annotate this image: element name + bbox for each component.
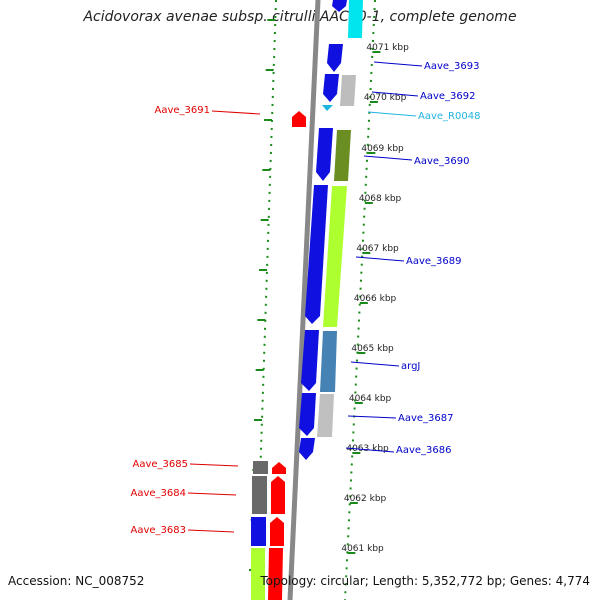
leader-line	[373, 61, 423, 67]
gene-Aave_3692[interactable]	[323, 74, 339, 102]
gene-Aave_3692b[interactable]	[340, 75, 356, 106]
gene-argJ-pre[interactable]	[301, 330, 319, 391]
genome-title: Acidovorax avenae subsp. citrulli AAC00-…	[83, 9, 517, 25]
scale-tick-marks	[347, 51, 381, 554]
gene-label[interactable]: Aave_3693	[424, 61, 480, 72]
scale-label: 4069 kbp	[361, 144, 404, 154]
gene-Aave_3689[interactable]	[305, 185, 328, 324]
leader-line	[187, 492, 237, 496]
scale-label: 4066 kbp	[354, 294, 397, 304]
forward-strand-genes	[299, 0, 356, 460]
scale-label: 4062 kbp	[344, 494, 387, 504]
gene-argJ[interactable]	[320, 331, 337, 392]
reverse-strand-genes	[251, 111, 306, 600]
leader-line	[371, 91, 419, 97]
leader-line	[187, 529, 235, 533]
gene-label[interactable]: Aave_3685	[133, 459, 189, 470]
leader-line	[345, 447, 395, 453]
leader-line	[355, 256, 405, 262]
accession-text: Accession: NC_008752	[8, 574, 145, 588]
gene-Aave_3684-grey[interactable]	[252, 476, 267, 514]
gene-Aave_3683-blue[interactable]	[251, 517, 266, 546]
gene-Aave_3685-grey[interactable]	[253, 461, 268, 474]
gene-label[interactable]: Aave_3684	[131, 488, 187, 499]
leader-line	[363, 155, 413, 161]
scale-label: 4061 kbp	[341, 544, 384, 554]
gene-labels: Aave_3693 Aave_3692 Aave_R0048 Aave_3691 Aav…	[131, 61, 481, 536]
gene-label[interactable]: Aave_3692	[420, 91, 476, 102]
leader-line	[347, 415, 397, 419]
gene-Aave_3684[interactable]	[271, 476, 285, 514]
scale-labels: 4071 kbp 4070 kbp 4069 kbp 4068 kbp 4067 kbp…	[341, 43, 409, 554]
scale-label: 4068 kbp	[359, 194, 402, 204]
leader-line	[367, 111, 417, 117]
gene-Aave_3690b[interactable]	[334, 130, 351, 181]
gene-label[interactable]: Aave_3687	[398, 413, 454, 424]
gene-label[interactable]: Aave_R0048	[418, 111, 480, 122]
gene-Aave_R0049[interactable]	[348, 0, 363, 38]
gene-Aave_R0048[interactable]	[322, 105, 333, 111]
scale-label: 4067 kbp	[356, 244, 399, 254]
leader-line	[211, 110, 261, 115]
gene-label[interactable]: argJ	[401, 361, 420, 372]
gene-Aave_3685[interactable]	[272, 462, 286, 474]
leader-line	[189, 463, 239, 467]
gene-label[interactable]: Aave_3686	[396, 445, 452, 456]
leader-line	[350, 361, 400, 367]
scale-label: 4064 kbp	[349, 394, 392, 404]
gene-Aave_3686[interactable]	[299, 438, 315, 460]
gene-Aave_3682[interactable]	[268, 548, 283, 600]
scale-label: 4065 kbp	[351, 344, 394, 354]
topology-text: Topology: circular; Length: 5,352,772 bp…	[260, 574, 590, 588]
gene-Aave_3690[interactable]	[316, 128, 333, 181]
gene-label[interactable]: Aave_3689	[406, 256, 462, 267]
gene-Aave_3682-green[interactable]	[251, 548, 265, 600]
gene-top-fragment[interactable]	[332, 0, 347, 12]
gene-Aave_3687b[interactable]	[317, 394, 334, 437]
gene-Aave_3683[interactable]	[270, 517, 284, 546]
gene-Aave_3691[interactable]	[292, 111, 306, 127]
gene-Aave_3689b[interactable]	[323, 186, 347, 327]
scale-label: 4063 kbp	[346, 444, 389, 454]
genome-axis	[287, 0, 321, 600]
gene-label[interactable]: Aave_3683	[131, 525, 187, 536]
gene-label[interactable]: Aave_3690	[414, 156, 470, 167]
scale-label: 4071 kbp	[366, 43, 409, 53]
gene-Aave_3693[interactable]	[327, 44, 343, 72]
gene-label[interactable]: Aave_3691	[155, 105, 211, 116]
scale-label: 4070 kbp	[364, 93, 407, 103]
gene-Aave_3687[interactable]	[299, 393, 316, 436]
